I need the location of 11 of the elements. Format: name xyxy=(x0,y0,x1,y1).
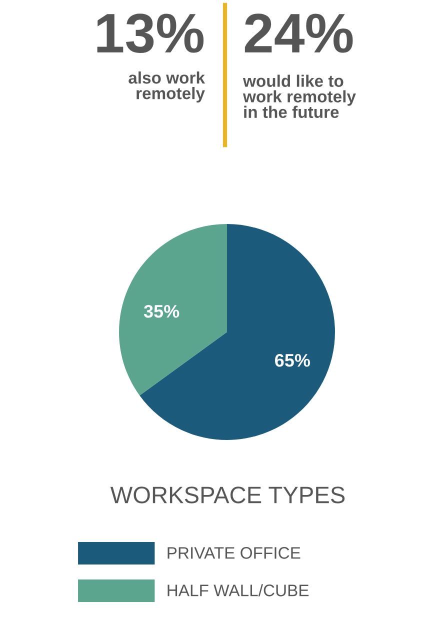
text: 13% xyxy=(97,14,204,53)
data-label: 65% xyxy=(275,354,310,367)
legend-label: HALF WALL/CUBE xyxy=(168,584,309,596)
text: also work remotely xyxy=(128,71,206,103)
pie-slice xyxy=(119,224,227,396)
text: would like to work remotely in the future xyxy=(242,74,356,118)
pie-slice xyxy=(140,224,335,440)
text: 24% xyxy=(244,14,353,53)
text: WORKSPACE TYPES xyxy=(110,486,345,504)
data-label: 35% xyxy=(144,304,180,318)
legend-label: PRIVATE OFFICE xyxy=(168,547,300,559)
